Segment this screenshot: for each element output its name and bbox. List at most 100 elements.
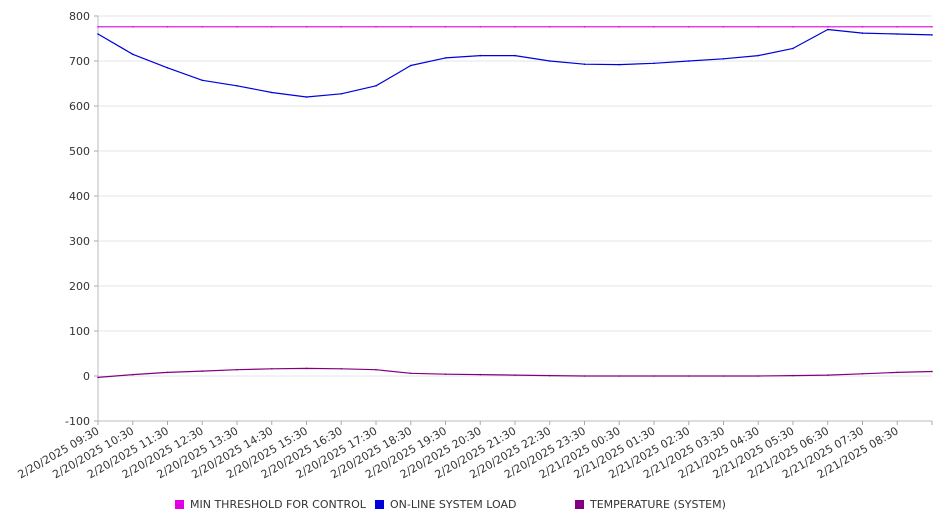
y-tick-label: 400 <box>69 190 90 203</box>
data-point <box>861 373 864 375</box>
legend-item-temperature: TEMPERATURE (SYSTEM) <box>575 498 726 511</box>
data-point <box>236 26 238 28</box>
grid-lines <box>98 15 932 422</box>
data-point <box>236 368 238 371</box>
data-point <box>479 26 482 28</box>
y-tick-label: 0 <box>83 370 90 383</box>
y-tick-label: 300 <box>69 235 90 248</box>
data-point <box>166 26 169 28</box>
data-point <box>201 370 204 372</box>
data-point <box>757 26 760 28</box>
data-point <box>514 374 516 376</box>
data-point <box>166 371 169 374</box>
data-point <box>132 26 134 28</box>
data-point <box>97 26 99 28</box>
y-tick-label: 600 <box>69 100 90 113</box>
data-point <box>271 26 273 28</box>
data-point <box>444 26 447 28</box>
data-point <box>722 26 725 28</box>
data-point <box>757 375 760 377</box>
data-point <box>410 26 412 28</box>
data-point <box>444 373 447 376</box>
axes <box>94 15 933 425</box>
data-point <box>97 33 99 35</box>
x-axis-tick-labels: 2/20/2025 09:302/20/2025 10:302/20/2025 … <box>16 424 901 481</box>
data-point <box>97 376 99 379</box>
data-point <box>757 54 760 57</box>
data-point <box>792 374 794 377</box>
data-point <box>305 96 308 98</box>
data-point <box>305 26 308 28</box>
data-point <box>688 26 690 28</box>
data-point <box>132 53 134 56</box>
data-point <box>931 34 933 36</box>
data-point <box>618 26 621 28</box>
legend-swatch-min-threshold <box>175 500 184 509</box>
data-point <box>618 63 621 66</box>
data-point <box>583 375 586 377</box>
legend-label-min-threshold: MIN THRESHOLD FOR CONTROL <box>190 498 366 511</box>
data-point <box>583 26 586 28</box>
data-point <box>444 57 447 59</box>
data-point <box>688 60 690 62</box>
data-point <box>722 58 725 60</box>
data-point <box>549 26 551 28</box>
data-point <box>132 373 134 376</box>
data-point <box>549 374 551 377</box>
y-tick-label: 100 <box>69 325 90 338</box>
y-tick-label: 200 <box>69 280 90 293</box>
data-point <box>375 26 377 28</box>
data-point <box>410 64 412 67</box>
data-point <box>653 26 655 28</box>
data-point <box>340 26 343 28</box>
data-point <box>722 375 725 377</box>
data-point <box>340 368 343 370</box>
legend-label-system-load: ON-LINE SYSTEM LOAD <box>390 498 517 511</box>
data-point <box>375 368 377 371</box>
legend-label-temperature: TEMPERATURE (SYSTEM) <box>590 498 726 511</box>
data-point <box>549 60 551 62</box>
legend-item-system-load: ON-LINE SYSTEM LOAD <box>375 498 516 511</box>
data-point <box>653 375 655 377</box>
legend-item-min-threshold: MIN THRESHOLD FOR CONTROL <box>175 498 366 511</box>
y-tick-label: 700 <box>69 55 90 68</box>
data-point <box>861 32 864 34</box>
data-point <box>688 375 690 377</box>
data-point <box>931 26 933 28</box>
data-point <box>514 26 516 28</box>
data-point <box>166 67 169 69</box>
series-line-on-line-system-load <box>97 28 933 98</box>
y-tick-label: 800 <box>69 10 90 23</box>
data-point <box>827 28 829 31</box>
data-point <box>931 370 933 373</box>
data-point <box>271 368 273 370</box>
data-point <box>271 91 273 94</box>
data-point <box>236 85 238 87</box>
y-tick-label: 500 <box>69 145 90 158</box>
y-tick-label: -100 <box>65 415 90 428</box>
data-point <box>201 79 204 82</box>
data-point <box>896 26 899 28</box>
data-point <box>201 26 204 28</box>
data-point <box>514 54 516 57</box>
legend-swatch-system-load <box>375 500 384 509</box>
data-point <box>827 26 829 28</box>
data-point <box>340 93 343 95</box>
data-point <box>479 54 482 57</box>
data-point <box>792 26 794 28</box>
legend-swatch-temperature <box>575 500 584 509</box>
data-point <box>305 367 308 370</box>
y-axis-tick-labels: -100 0 100 200 300 400 500 600 700 800 <box>65 10 90 428</box>
legend: MIN THRESHOLD FOR CONTROL ON-LINE SYSTEM… <box>0 498 946 514</box>
data-point <box>896 371 899 374</box>
series-lines <box>97 26 933 379</box>
data-point <box>792 47 794 50</box>
data-point <box>896 33 899 35</box>
data-point <box>410 372 412 375</box>
data-point <box>653 62 655 65</box>
data-point <box>583 63 586 65</box>
data-point <box>375 85 377 87</box>
data-point <box>827 374 829 376</box>
data-point <box>861 26 864 28</box>
